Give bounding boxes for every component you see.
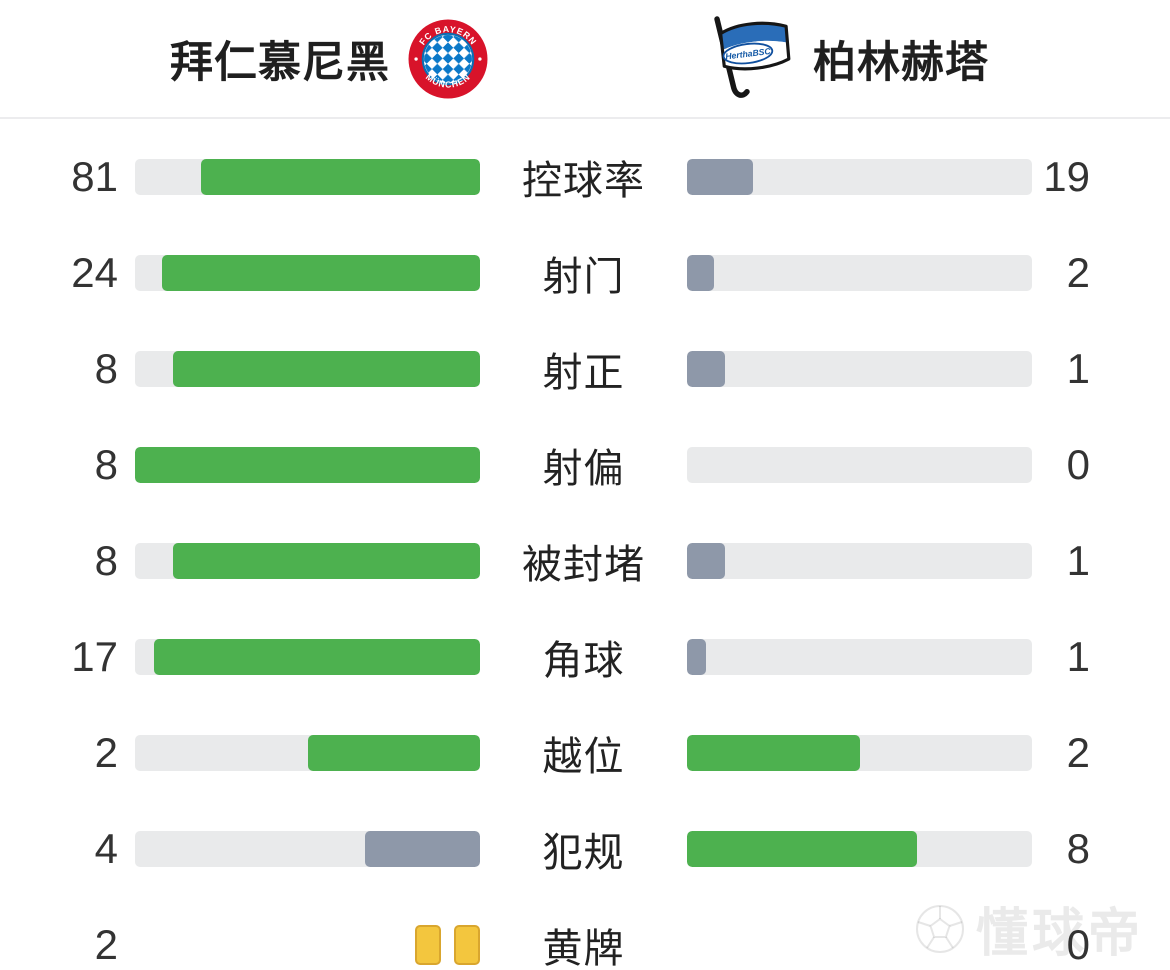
away-bar <box>687 447 1032 483</box>
home-value: 2 <box>94 921 118 968</box>
away-value: 1 <box>1066 345 1090 392</box>
stat-row: 2 越位 2 <box>0 705 1170 801</box>
home-bar-fill <box>200 159 480 195</box>
home-bar-fill <box>173 543 480 579</box>
away-bar-fill <box>687 735 860 771</box>
home-bar <box>135 925 480 965</box>
away-value: 19 <box>1043 153 1090 200</box>
away-value: 0 <box>1066 921 1090 968</box>
away-value: 8 <box>1066 825 1090 872</box>
home-value: 8 <box>94 537 118 584</box>
stat-label: 控球率 <box>522 159 645 203</box>
away-bar <box>687 255 1032 291</box>
away-value: 1 <box>1066 633 1090 680</box>
home-value: 8 <box>94 345 118 392</box>
stat-row: 8 被封堵 1 <box>0 513 1170 609</box>
away-bar <box>687 735 1032 771</box>
match-header: 拜仁慕尼黑 <box>0 0 1170 117</box>
home-bar <box>135 255 480 291</box>
home-bar <box>135 351 480 387</box>
header-divider <box>0 117 1170 119</box>
away-bar <box>687 543 1032 579</box>
away-bar-fill <box>687 543 726 579</box>
home-value: 17 <box>71 633 118 680</box>
stat-label: 射偏 <box>542 447 625 491</box>
team-home-name: 拜仁慕尼黑 <box>170 38 390 87</box>
home-value: 4 <box>94 825 118 872</box>
stat-label: 射门 <box>542 255 625 299</box>
stat-row: 17 角球 1 <box>0 609 1170 705</box>
home-value: 8 <box>94 441 118 488</box>
team-home: 拜仁慕尼黑 <box>0 17 585 101</box>
stat-row: 4 犯规 8 <box>0 801 1170 897</box>
stat-row: 8 射偏 0 <box>0 417 1170 513</box>
home-bar <box>135 447 480 483</box>
hertha-flag-icon: HerthaBSC <box>697 14 797 104</box>
yellow-card-icon <box>454 925 480 965</box>
away-bar <box>687 639 1032 675</box>
away-bar-fill <box>687 831 917 867</box>
away-bar <box>687 351 1032 387</box>
stat-label: 犯规 <box>542 831 625 875</box>
stat-label: 射正 <box>542 351 625 395</box>
home-bar-fill <box>307 735 480 771</box>
home-value: 2 <box>94 729 118 776</box>
stat-row: 24 射门 2 <box>0 225 1170 321</box>
home-bar <box>135 159 480 195</box>
stat-row: 2 黄牌 0 <box>0 897 1170 970</box>
home-bar <box>135 735 480 771</box>
away-value: 2 <box>1066 729 1090 776</box>
watermark-text: 懂球帝 <box>975 905 1144 963</box>
stat-label: 角球 <box>542 639 625 683</box>
team-away-name: 柏林赫塔 <box>813 38 989 87</box>
home-bar <box>135 543 480 579</box>
watermark: 懂球帝 <box>914 891 1144 966</box>
football-icon <box>915 904 964 953</box>
home-bar <box>135 831 480 867</box>
home-bar-fill <box>173 351 480 387</box>
stat-row: 81 控球率 19 <box>0 129 1170 225</box>
stat-label: 黄牌 <box>542 927 625 970</box>
away-value: 2 <box>1066 249 1090 296</box>
home-value: 24 <box>71 249 118 296</box>
home-bar-fill <box>161 255 480 291</box>
home-bar-fill <box>135 447 480 483</box>
away-bar-fill <box>687 255 714 291</box>
home-bar <box>135 639 480 675</box>
away-bar-fill <box>687 159 753 195</box>
away-value: 0 <box>1066 441 1090 488</box>
team-away: HerthaBSC 柏林赫塔 <box>585 14 1170 104</box>
home-bar-fill <box>154 639 480 675</box>
home-value: 81 <box>71 153 118 200</box>
stat-label: 越位 <box>542 735 625 779</box>
away-bar-fill <box>687 351 726 387</box>
bayern-crest-icon: FC BAYERN MÜNCHEN <box>406 17 490 101</box>
away-bar <box>687 159 1032 195</box>
away-value: 1 <box>1066 537 1090 584</box>
home-bar-fill <box>365 831 480 867</box>
away-bar <box>687 831 1032 867</box>
stat-label: 被封堵 <box>522 543 645 587</box>
away-bar-fill <box>687 639 707 675</box>
stat-row: 8 射正 1 <box>0 321 1170 417</box>
yellow-card-icon <box>415 925 441 965</box>
away-bar <box>687 927 1032 963</box>
stats-list: 81 控球率 19 24 射门 2 8 射正 <box>0 119 1170 970</box>
